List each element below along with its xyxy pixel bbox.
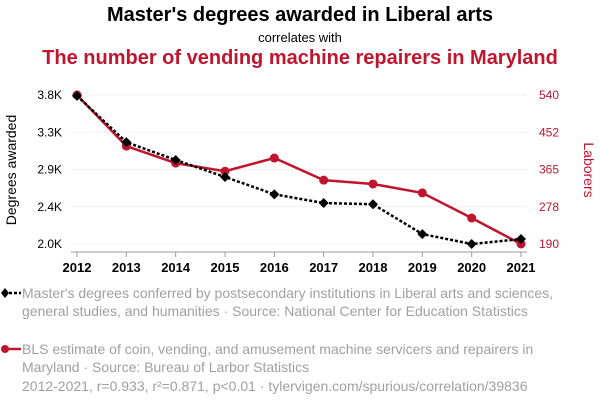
chart: 3.8K 540 3.3K 452 2.9K 365 2.4K 278 2.0K 190 2012 2… xyxy=(3,88,597,275)
x-tick-label: 2019 xyxy=(408,260,437,275)
degrees-point xyxy=(269,189,280,200)
laborers-point xyxy=(220,166,230,176)
y2-tick-label: 452 xyxy=(539,125,559,139)
degrees-point xyxy=(516,234,526,245)
x-tick-label: 2014 xyxy=(161,260,191,275)
y-tick-label: 2.4K xyxy=(37,200,62,214)
x-tick-label: 2012 xyxy=(63,260,92,275)
x-tick-label: 2016 xyxy=(260,260,289,275)
degrees-point xyxy=(220,171,230,182)
laborers-point xyxy=(417,188,427,198)
laborers-point xyxy=(467,213,477,223)
legend-item-laborers: BLS estimate of coin, vending, and amuse… xyxy=(1,340,582,376)
y-tick-label: 2.9K xyxy=(37,163,62,177)
laborers-point xyxy=(269,153,279,163)
y2-axis-label: Laborers xyxy=(581,142,597,197)
laborers-line xyxy=(76,94,522,246)
legend-item-degrees: Master's degrees conferred by postsecond… xyxy=(1,284,582,320)
y-axis-label: Degrees awarded xyxy=(3,115,19,226)
x-tick-label: 2013 xyxy=(112,260,141,275)
y-tick-label: 3.8K xyxy=(37,88,62,102)
degrees-point xyxy=(368,199,378,210)
y2-tick-label: 365 xyxy=(539,163,559,177)
laborers-point xyxy=(319,175,329,185)
laborers-point xyxy=(368,179,378,189)
x-tick-label: 2017 xyxy=(309,260,338,275)
degrees-point xyxy=(170,154,181,165)
x-tick-label: 2015 xyxy=(211,260,240,275)
chart-title: Master's degrees awarded in Liberal arts xyxy=(106,4,494,26)
legend-label: Master's degrees conferred by postsecond… xyxy=(22,285,554,319)
chart-title-2: The number of vending machine repairers … xyxy=(42,47,558,69)
legend-label: BLS estimate of coin, vending, and amuse… xyxy=(22,341,534,375)
y2-tick-label: 540 xyxy=(539,88,559,102)
diamond-dotted-line-icon xyxy=(1,288,21,298)
y2-tick-label: 190 xyxy=(539,237,559,251)
degrees-point xyxy=(318,198,329,209)
degrees-line xyxy=(76,94,522,246)
x-tick-label: 2018 xyxy=(359,260,388,275)
degrees-point xyxy=(417,229,428,240)
degrees-point xyxy=(121,137,132,148)
degrees-point xyxy=(466,239,477,249)
x-tick-label: 2020 xyxy=(457,260,486,275)
footer-stats: 2012-2021, r=0.933, r²=0.871, p<0.01 · t… xyxy=(22,378,528,394)
y-tick-label: 2.0K xyxy=(37,237,62,251)
chart-subtitle: correlates with xyxy=(258,30,342,45)
y-tick-label: 3.3K xyxy=(37,125,62,139)
circle-line-icon xyxy=(1,345,21,353)
degrees-point xyxy=(72,90,82,101)
y2-tick-label: 278 xyxy=(539,200,559,214)
x-tick-label: 2021 xyxy=(507,260,536,275)
